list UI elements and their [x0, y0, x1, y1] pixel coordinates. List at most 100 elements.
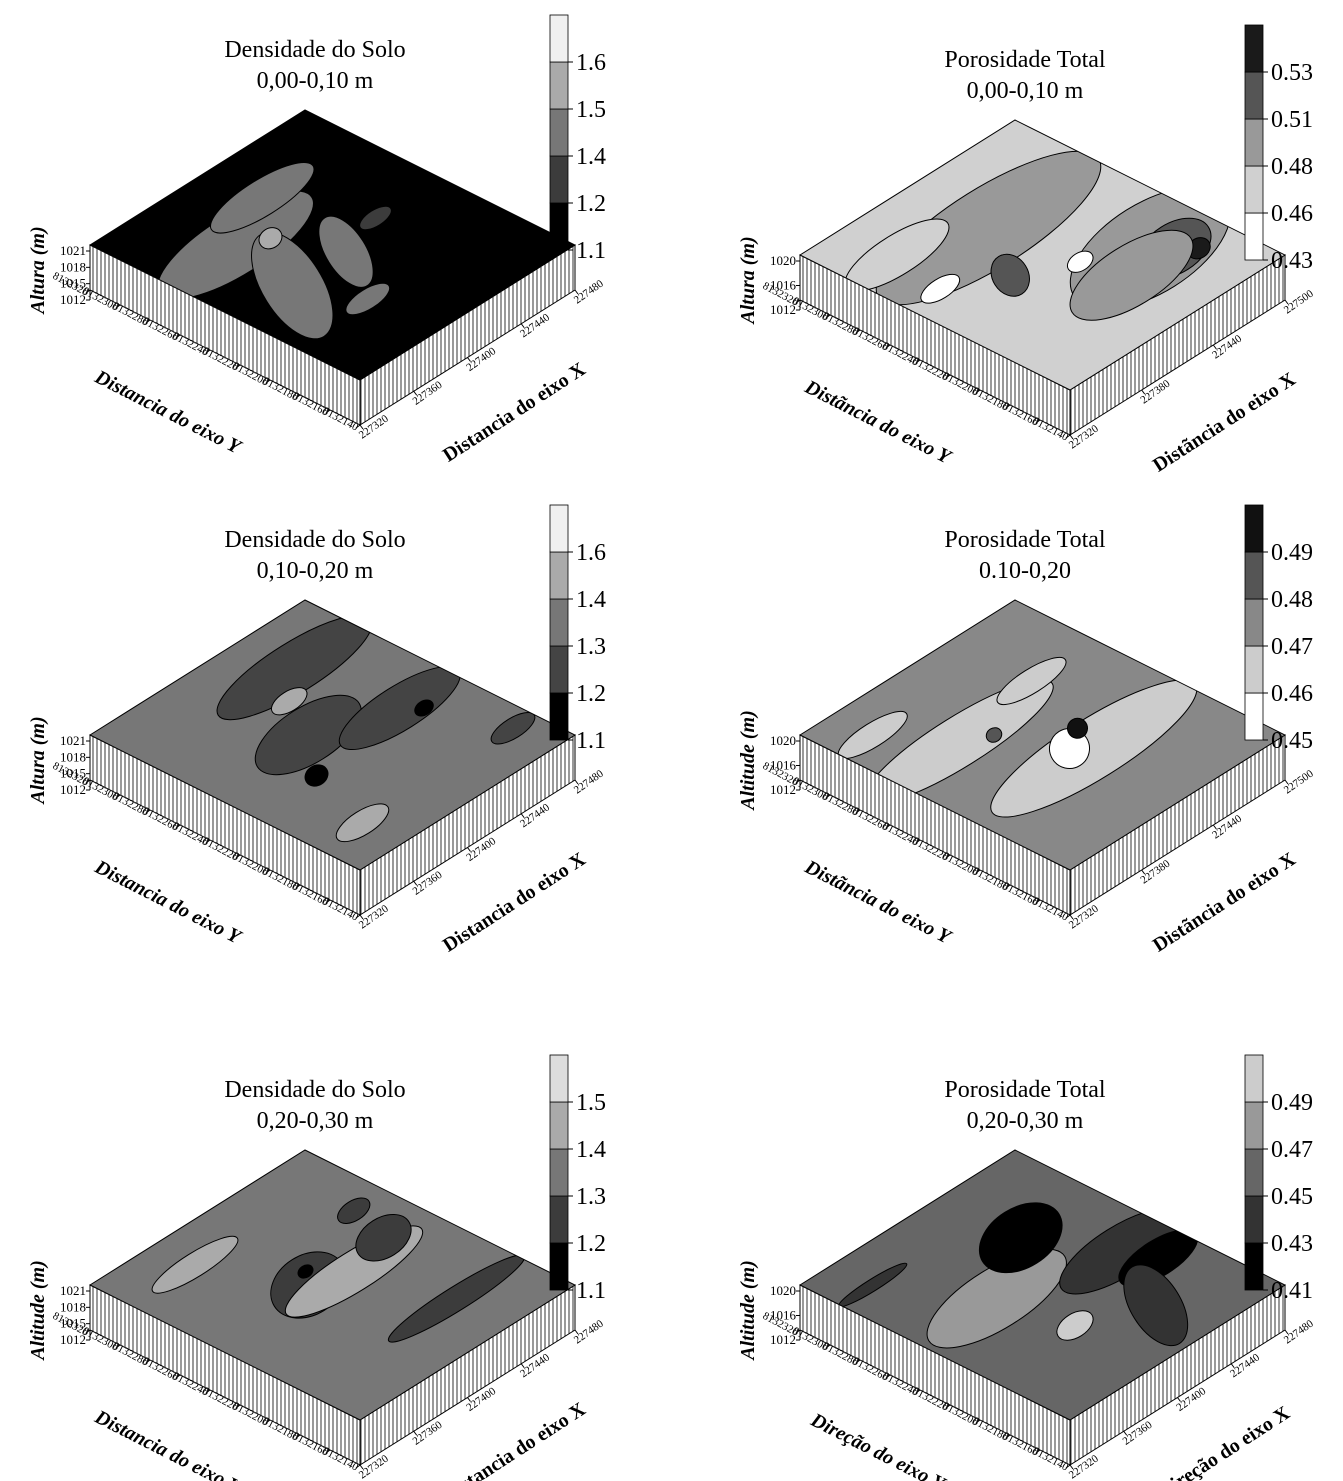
y-tick — [295, 1434, 301, 1439]
colorbar-band — [1244, 692, 1264, 741]
x-tick — [520, 323, 525, 329]
z-axis-label: Altitude (m) — [737, 710, 759, 811]
contour-region — [270, 687, 308, 716]
y-tick — [145, 809, 151, 814]
y-tick — [885, 824, 891, 829]
x-tick — [574, 779, 579, 785]
colorbar-band — [549, 61, 569, 110]
colorbar-tick-label: 0.43 — [1271, 248, 1313, 274]
y-tick — [915, 359, 921, 364]
y-tick — [1035, 899, 1041, 904]
contour-region — [258, 227, 283, 250]
y-tick — [355, 914, 361, 919]
y-tick — [825, 1344, 831, 1349]
colorbar-band — [549, 1195, 569, 1244]
z-tick-label: 1012 — [60, 292, 86, 307]
x-tick — [359, 914, 364, 920]
y-tick — [855, 329, 861, 334]
y-tick — [325, 899, 331, 904]
colorbar-tick-label: 0.41 — [1271, 1278, 1313, 1304]
z-tick-label: 1020 — [770, 733, 796, 748]
y-tick — [885, 344, 891, 349]
colorbar-tick-label: 0.46 — [1271, 681, 1313, 707]
y-tick — [825, 794, 831, 799]
colorbar-band — [549, 14, 569, 63]
surface — [800, 600, 1285, 870]
z-tick-label: 1016 — [770, 758, 797, 773]
colorbar-tick-label: 1.2 — [576, 191, 606, 217]
surface — [90, 600, 575, 870]
colorbar-band — [1244, 1148, 1264, 1197]
colorbar-tick-label: 1.3 — [576, 634, 606, 660]
y-tick — [885, 1374, 891, 1379]
colorbar-band — [549, 202, 569, 251]
contour-region — [355, 1214, 412, 1262]
x-tick — [1284, 779, 1289, 785]
contour-region — [1066, 250, 1094, 273]
z-tick-label: 1020 — [770, 253, 796, 268]
z-axis-label: Altitude (m) — [737, 1260, 759, 1361]
y-tick — [265, 869, 271, 874]
y-tick — [795, 779, 801, 784]
surface-outline — [798, 599, 1287, 871]
colorbar-tick-label: 0.53 — [1271, 60, 1313, 86]
y-tick — [855, 1359, 861, 1364]
surface-outline — [88, 599, 577, 871]
surface-outline — [88, 109, 577, 381]
y-tick — [325, 1449, 331, 1454]
colorbar-band — [549, 155, 569, 204]
colorbar-tick-label: 0.49 — [1271, 1090, 1313, 1116]
contour-region — [926, 1248, 1067, 1349]
y-tick — [1005, 1434, 1011, 1439]
contour-region — [318, 215, 374, 288]
colorbar-tick-label: 1.2 — [576, 681, 606, 707]
colorbar-band — [549, 1242, 569, 1291]
x-tick — [413, 390, 418, 396]
y-tick — [115, 1344, 121, 1349]
contour-region — [1123, 1264, 1189, 1347]
colorbar-band — [549, 504, 569, 553]
y-tick — [945, 854, 951, 859]
colorbar-tick-label: 0.43 — [1271, 1231, 1313, 1257]
x-tick — [1212, 824, 1217, 830]
colorbar-band — [549, 1101, 569, 1150]
colorbar-band — [1244, 645, 1264, 694]
y-tick — [175, 824, 181, 829]
x-tick — [1069, 434, 1074, 440]
y-tick — [175, 1374, 181, 1379]
panel: Porosidade Total 0.10-0,20 1012 1016 1020 Alt… — [737, 504, 1316, 957]
colorbar-band — [1244, 504, 1264, 553]
colorbar-band — [1244, 1101, 1264, 1150]
z-tick-label: 1018 — [60, 259, 86, 274]
x-tick — [1212, 344, 1217, 350]
colorbar-tick-label: 1.2 — [576, 1231, 606, 1257]
colorbar-band — [1244, 1054, 1264, 1103]
y-tick — [145, 319, 151, 324]
y-tick — [915, 839, 921, 844]
colorbar-tick-label: 0.48 — [1271, 154, 1313, 180]
contour-region — [414, 699, 434, 717]
x-axis-label: Distãncia do eixo X — [1149, 368, 1300, 477]
contour-region — [359, 205, 392, 231]
contour-region — [345, 282, 391, 316]
colorbar-band — [1244, 24, 1264, 73]
panel: Porosidade Total 0,20-0,30 m 1012 1016 1020 A… — [737, 1054, 1316, 1481]
colorbar-band — [549, 1054, 569, 1103]
y-tick — [855, 809, 861, 814]
colorbar-tick-label: 1.6 — [576, 540, 606, 566]
z-tick-label: 1021 — [60, 243, 86, 258]
colorbar-tick-label: 1.1 — [576, 1278, 606, 1304]
contour-region — [800, 600, 1285, 870]
y-tick — [145, 1359, 151, 1364]
x-tick-label: 227500 — [1282, 287, 1316, 316]
colorbar-band — [549, 108, 569, 157]
z-tick-label: 1012 — [60, 782, 86, 797]
y-tick — [1005, 884, 1011, 889]
x-tick-label: 227480 — [572, 1317, 606, 1346]
colorbar-tick-label: 1.1 — [576, 728, 606, 754]
colorbar-band — [1244, 118, 1264, 167]
panel-title: Porosidade Total — [944, 47, 1106, 73]
y-tick — [265, 1419, 271, 1424]
colorbar-tick-label: 0.45 — [1271, 1184, 1313, 1210]
contour-region — [151, 1235, 239, 1294]
